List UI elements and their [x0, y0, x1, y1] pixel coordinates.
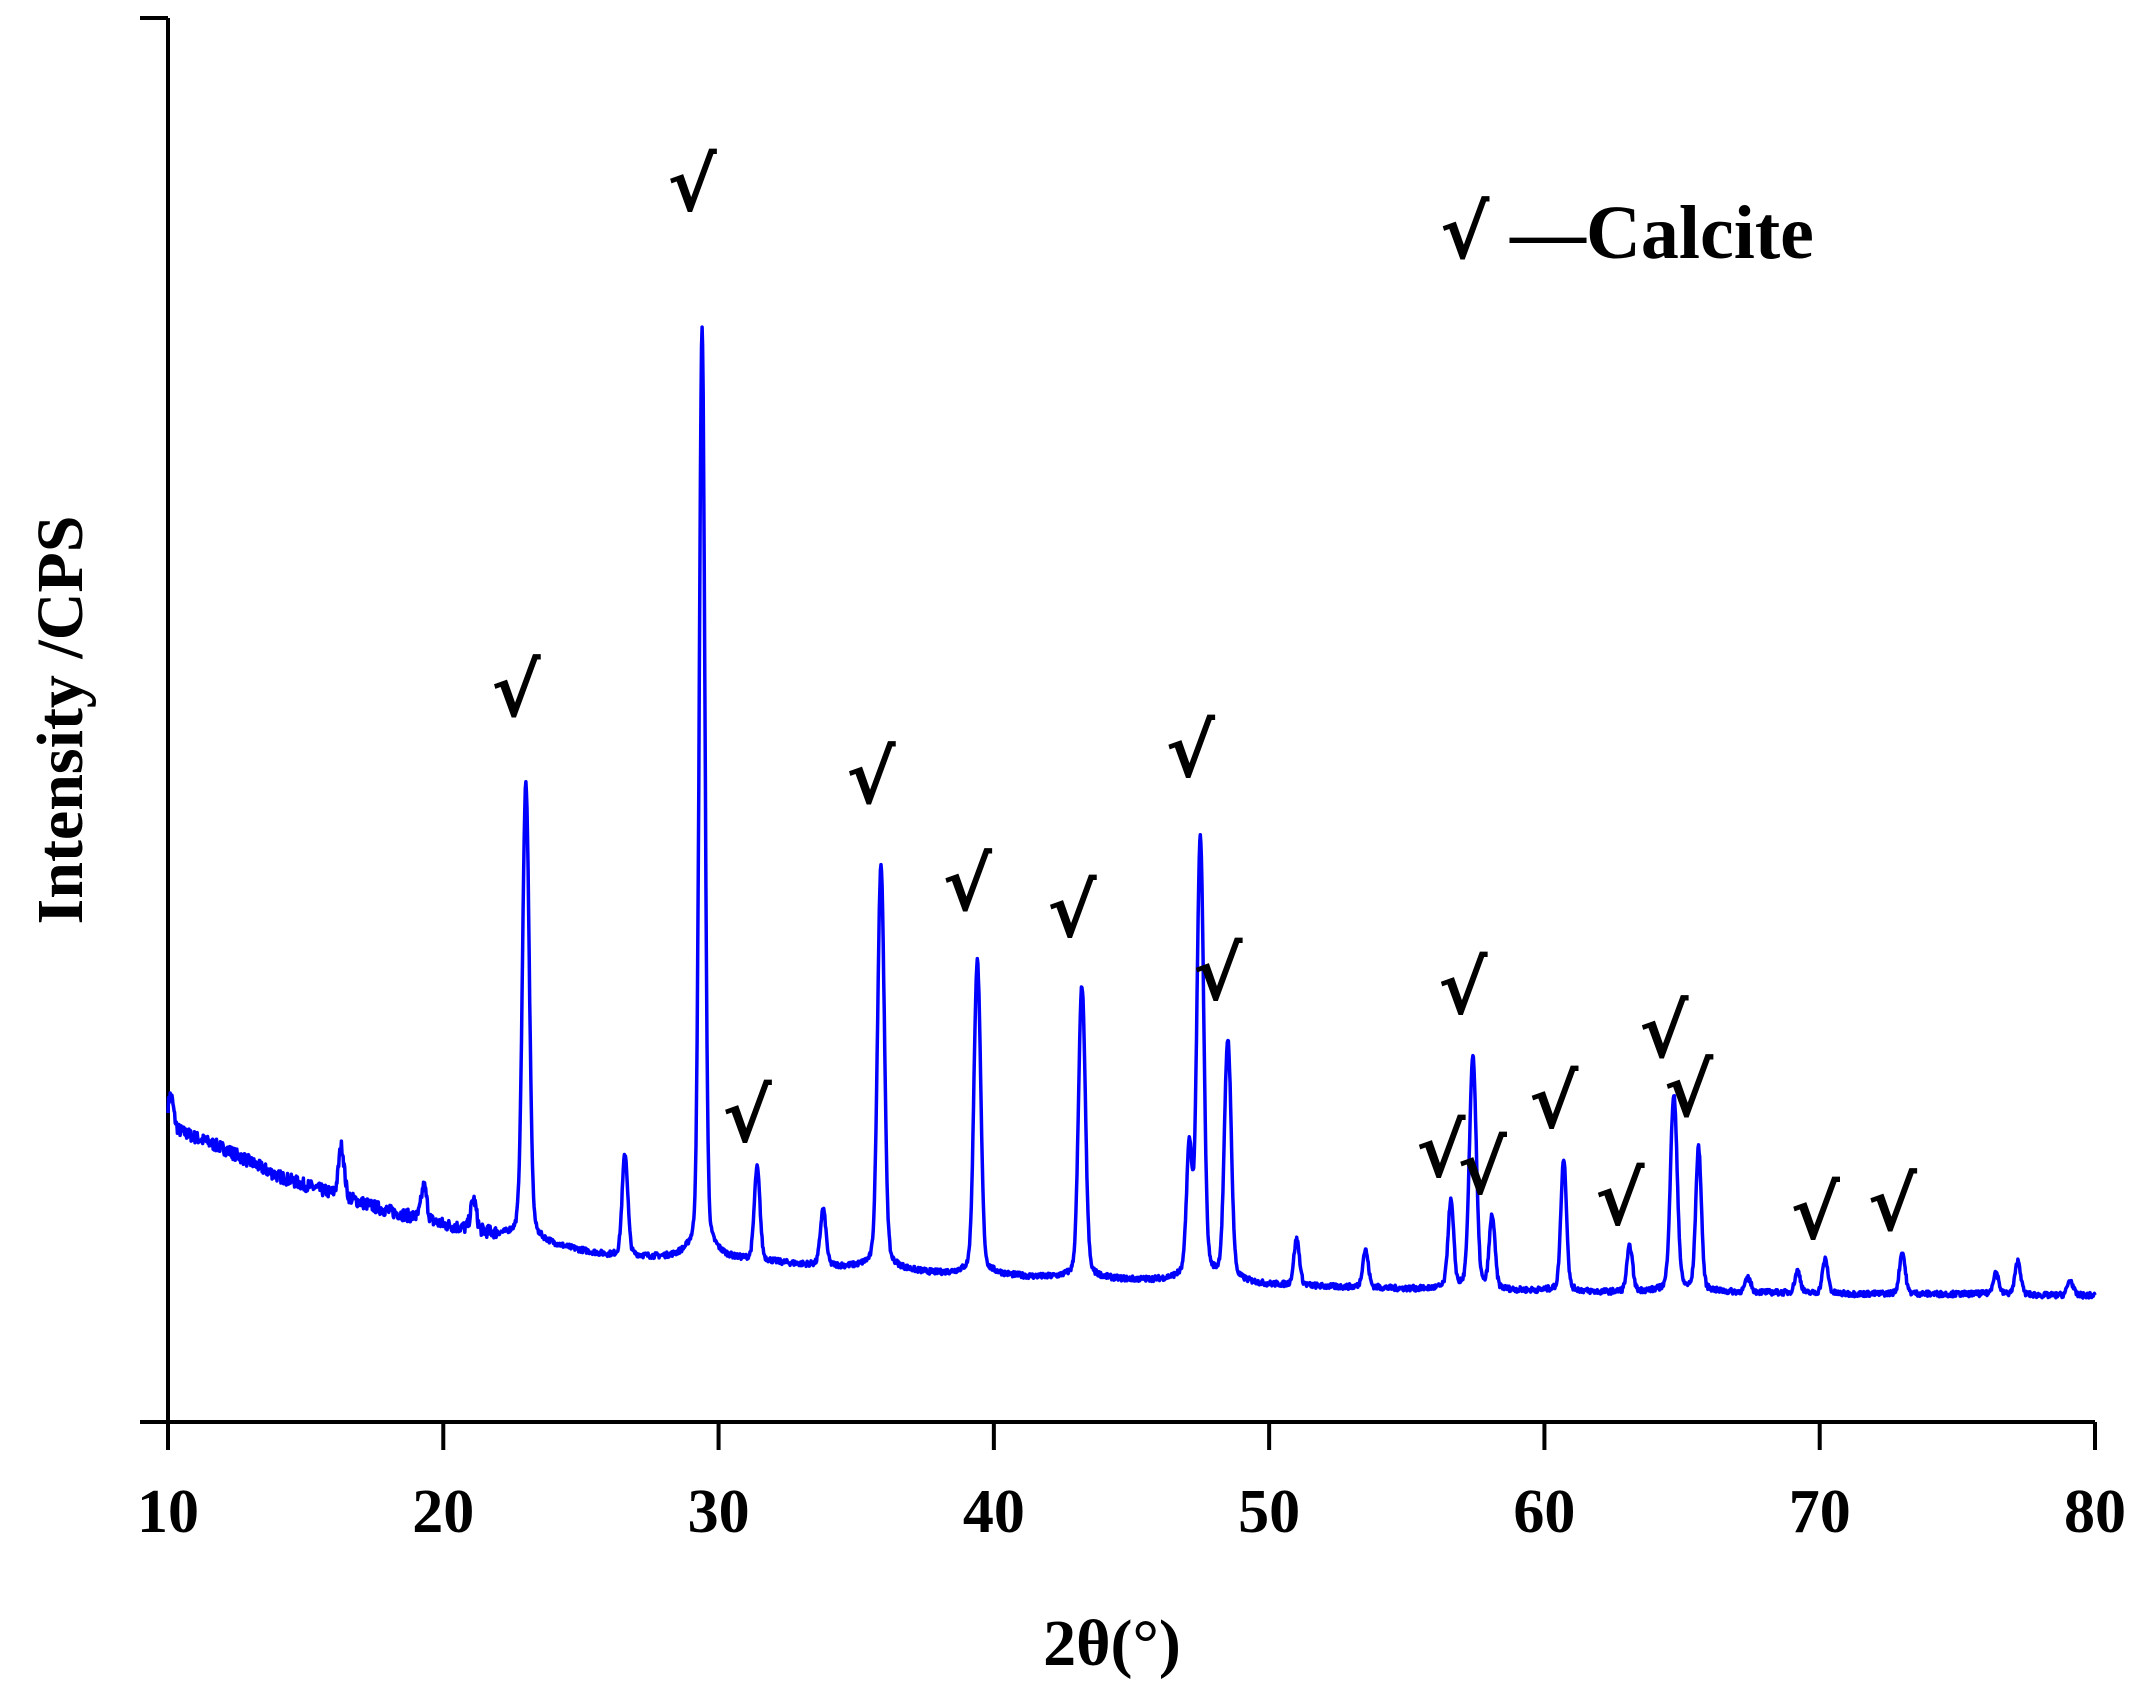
legend-label: —Calcite — [1509, 191, 1814, 275]
calcite-marker-13: √ — [1639, 989, 1689, 1075]
x-tick-label-20: 20 — [412, 1478, 474, 1546]
calcite-marker-1: √ — [667, 143, 717, 229]
x-tick-label-60: 60 — [1513, 1478, 1575, 1546]
legend-symbol: √ — [1440, 190, 1490, 276]
calcite-marker-7: √ — [1193, 932, 1243, 1018]
calcite-marker-9: √ — [1438, 946, 1488, 1032]
x-tick-label-80: 80 — [2064, 1478, 2126, 1546]
calcite-marker-16: √ — [1868, 1162, 1918, 1248]
calcite-marker-15: √ — [1791, 1170, 1841, 1256]
calcite-marker-8: √ — [1416, 1109, 1466, 1195]
calcite-marker-4: √ — [943, 842, 993, 928]
x-tick-labels: 10 20 30 40 50 60 70 80 — [137, 1478, 2126, 1546]
x-tick-label-40: 40 — [963, 1478, 1025, 1546]
calcite-marker-14: √ — [1664, 1048, 1714, 1134]
x-tick-label-50: 50 — [1238, 1478, 1300, 1546]
x-axis-title: 2θ(°) — [1043, 1607, 1181, 1680]
calcite-marker-6: √ — [1166, 708, 1216, 794]
y-axis-title: Intensity /CPS — [24, 516, 97, 925]
calcite-marker-11: √ — [1529, 1059, 1579, 1145]
calcite-marker-2: √ — [722, 1073, 772, 1159]
x-tick-label-70: 70 — [1789, 1478, 1851, 1546]
calcite-marker-12: √ — [1595, 1156, 1645, 1242]
legend: √ —Calcite — [1440, 190, 1814, 276]
xrd-series-line — [166, 325, 2097, 1300]
calcite-marker-3: √ — [846, 735, 896, 821]
calcite-marker-0: √ — [491, 648, 541, 734]
chart-axes — [140, 16, 2095, 1424]
x-tick-label-30: 30 — [688, 1478, 750, 1546]
calcite-marker-5: √ — [1047, 868, 1097, 954]
x-ticks — [166, 1422, 2097, 1450]
calcite-markers: √√√√√ √√√√√√√√√√√ √ — [491, 143, 1917, 1257]
calcite-marker-10: √ — [1457, 1125, 1507, 1211]
x-tick-label-10: 10 — [137, 1478, 199, 1546]
